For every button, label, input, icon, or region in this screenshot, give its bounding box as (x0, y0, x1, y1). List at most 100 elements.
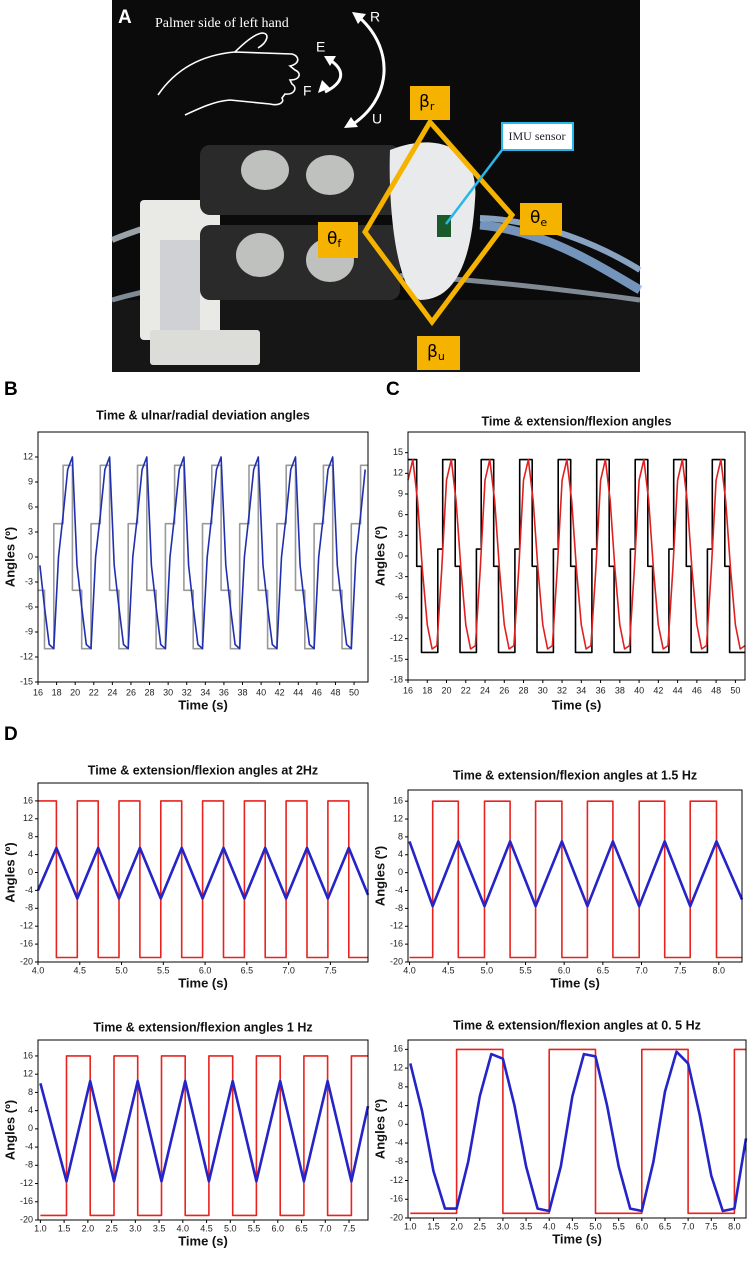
tube (479, 215, 642, 273)
angle-diamond (362, 117, 516, 327)
x-tick-label: 4.0 (177, 1223, 190, 1233)
angle-box (410, 86, 450, 120)
plot-area (38, 1040, 368, 1220)
x-tick-label: 20 (442, 685, 452, 695)
y-tick-label: 9 (398, 488, 403, 498)
x-tick-label: 7.5 (705, 1221, 718, 1231)
x-tick-label: 6.5 (295, 1223, 308, 1233)
x-tick-label: 44 (293, 687, 303, 697)
angle-label: θf (327, 229, 342, 250)
x-tick-label: 5.5 (519, 965, 532, 975)
data-line (40, 1055, 368, 1217)
x-tick-label: 24 (480, 685, 490, 695)
x-tick-label: 5.0 (115, 965, 128, 975)
arrowheads (318, 56, 336, 93)
x-tick-label: 48 (330, 687, 340, 697)
angle-subscript: f (337, 237, 342, 250)
data-line (407, 458, 746, 650)
y-tick-label: 8 (398, 1081, 403, 1091)
sensor-label: IMU sensor (509, 129, 566, 143)
y-tick-label: -8 (395, 903, 403, 913)
x-tick-label: 42 (275, 687, 285, 697)
x-tick-label: 48 (711, 685, 721, 695)
y-tick-label: 4 (398, 849, 403, 859)
x-tick-label: 6.5 (241, 965, 254, 975)
y-tick-label: -8 (25, 1160, 33, 1170)
data-line (408, 840, 744, 908)
y-tick-label: 0 (28, 551, 33, 561)
stand-rail (160, 240, 200, 330)
x-tick-label: 24 (107, 687, 117, 697)
x-tick-label: 2.5 (105, 1223, 118, 1233)
plot-frame (37, 431, 369, 683)
x-tick-label: 1.5 (427, 1221, 440, 1231)
x-tick-label: 6.0 (199, 965, 212, 975)
x-tick-label: 5.5 (157, 965, 170, 975)
x-tick-label: 2.0 (450, 1221, 463, 1231)
panel-label: B (4, 379, 18, 400)
direction-label: R (370, 9, 380, 25)
data-line (408, 458, 745, 654)
x-tick-label: 42 (653, 685, 663, 695)
y-tick-label: 12 (393, 813, 403, 823)
x-tick-label: 30 (163, 687, 173, 697)
y-tick-label: -4 (25, 1141, 33, 1151)
y-tick-label: 16 (393, 1044, 403, 1054)
y-tick-label: 4 (398, 1100, 403, 1110)
angle-label: βu (427, 342, 445, 363)
data-line (409, 1050, 748, 1213)
x-tick-label: 6.0 (636, 1221, 649, 1231)
x-axis-label: Time (s) (552, 1231, 602, 1246)
hand-caption: Palmer side of left hand (155, 16, 289, 31)
y-tick-label: -16 (390, 1194, 403, 1204)
x-axis-label: Time (s) (552, 697, 602, 712)
x-tick-label: 7.5 (324, 965, 337, 975)
y-tick-label: -12 (390, 1175, 403, 1185)
x-tick-label: 7.5 (674, 965, 687, 975)
x-tick-label: 7.0 (319, 1223, 332, 1233)
y-tick-label: -16 (20, 938, 33, 948)
y-tick-label: 12 (23, 451, 33, 461)
y-axis-label: Angles (º) (2, 842, 17, 902)
x-tick-label: 28 (145, 687, 155, 697)
y-tick-label: 0 (398, 1119, 403, 1129)
y-tick-label: -20 (20, 1214, 33, 1224)
x-tick-label: 6.5 (659, 1221, 672, 1231)
ef-arrow (324, 58, 343, 94)
x-tick-label: 5.5 (612, 1221, 625, 1231)
plot-frame (407, 789, 743, 963)
x-tick-label: 40 (634, 685, 644, 695)
x-tick-label: 26 (499, 685, 509, 695)
y-tick-label: 9 (28, 476, 33, 486)
y-tick-label: 6 (28, 501, 33, 511)
y-tick-label: -18 (390, 674, 403, 684)
x-tick-label: 4.5 (566, 1221, 579, 1231)
plot-frame (37, 1039, 369, 1221)
data-line (38, 464, 368, 650)
x-tick-label: 1.0 (34, 1223, 47, 1233)
y-tick-label: -8 (25, 903, 33, 913)
x-tick-label: 7.0 (282, 965, 295, 975)
x-tick-label: 4.5 (442, 965, 455, 975)
x-tick-label: 7.5 (343, 1223, 356, 1233)
y-tick-label: 12 (393, 1062, 403, 1072)
x-tick-label: 44 (673, 685, 683, 695)
hand-outline (157, 51, 300, 116)
x-tick-label: 46 (692, 685, 702, 695)
y-axis-label: Angles (º) (372, 1099, 387, 1159)
chart-title: Time & extension/flexion angles at 0. 5 … (453, 1018, 701, 1032)
chart-title: Time & extension/flexion angles 1 Hz (93, 1020, 312, 1034)
bellows (241, 150, 289, 190)
x-tick-label: 50 (349, 687, 359, 697)
y-tick-label: -9 (395, 612, 403, 622)
direction-label: F (303, 83, 312, 99)
angle-symbol: θ (327, 229, 337, 249)
y-tick-label: 0 (28, 1123, 33, 1133)
x-tick-label: 38 (615, 685, 625, 695)
x-axis-label: Time (s) (178, 975, 228, 990)
y-tick-label: -16 (20, 1196, 33, 1206)
x-tick-label: 4.5 (74, 965, 87, 975)
y-tick-label: 12 (23, 813, 33, 823)
y-tick-label: -20 (20, 956, 33, 966)
y-tick-label: 3 (398, 530, 403, 540)
